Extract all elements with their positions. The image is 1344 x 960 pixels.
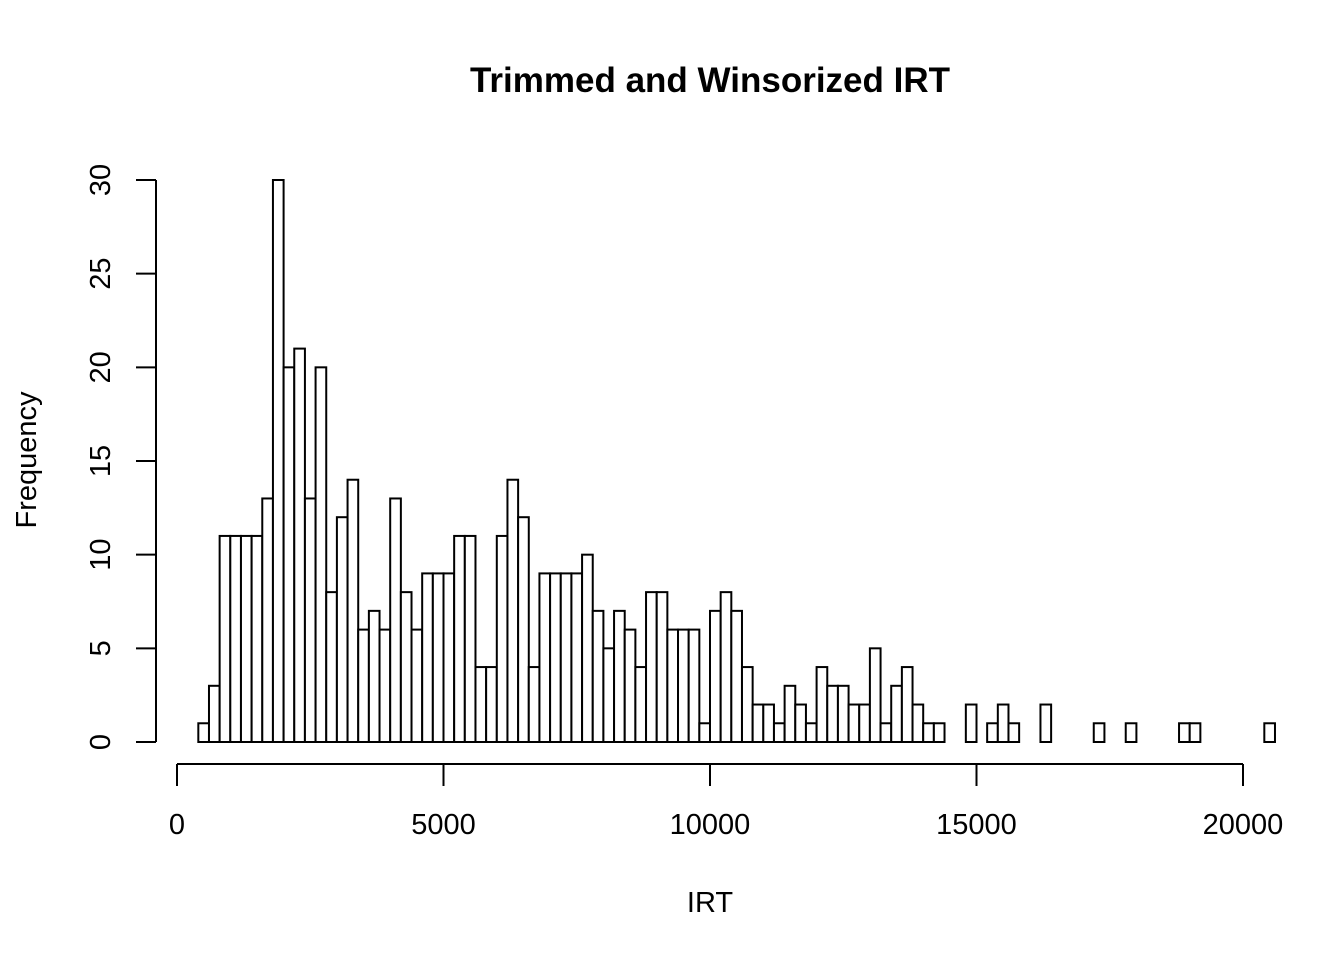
histogram-bar [357,628,370,743]
histogram-bar [1039,703,1053,743]
histogram-bar [900,666,914,743]
histogram-bar [911,703,925,743]
histogram-bar [346,478,360,743]
histogram-bar [591,609,605,743]
histogram-bar [506,478,520,743]
histogram-bar [986,722,999,743]
y-tick-label: 30 [85,164,117,196]
y-tick-label: 0 [85,734,117,750]
histogram-bar [517,516,530,744]
histogram-bar [836,684,850,743]
x-tick-label: 15000 [936,809,1017,841]
histogram-bar [485,666,498,743]
histogram-bar [463,534,477,744]
y-tick-label: 25 [85,258,117,290]
histogram-bar [740,666,754,743]
histogram-bar [890,684,903,743]
histogram-bar [282,366,296,743]
histogram-bar [410,628,424,743]
histogram-bar [1124,722,1138,743]
histogram-bar [250,534,264,744]
y-axis: 0 5 10 15 20 25 30 [85,164,157,750]
histogram-bar [570,572,584,744]
histogram-bar [581,553,594,744]
x-tick-label: 20000 [1203,809,1284,841]
histogram-bar [762,703,775,743]
histogram-bar [964,703,978,743]
y-tick-label: 15 [85,445,117,477]
histogram-bar [623,628,637,743]
chart-title: Trimmed and Winsorized IRT [470,61,950,100]
histogram-bar [666,628,680,743]
histogram-bar [389,497,402,744]
histogram-bar [1178,722,1191,743]
histogram-bar [815,666,829,743]
x-axis: 0 5000 10000 15000 20000 [169,763,1284,841]
histogram-bar [549,572,562,744]
y-tick-label: 20 [85,351,117,383]
histogram-bar [421,572,434,744]
histogram-bar [218,534,232,744]
y-axis-label: Frequency [11,391,43,529]
histogram-bar [197,722,210,743]
histogram-bar [698,722,712,743]
histogram-bar [399,591,413,744]
histogram-bar [474,666,488,743]
histogram-bar [879,722,893,743]
x-tick-label: 0 [169,809,185,841]
histogram-bar [1007,722,1021,743]
histogram-bar [645,591,658,744]
histogram-bar [271,179,285,743]
histogram-bar [634,666,648,743]
histogram-bar [431,572,445,744]
histogram-bar [229,534,242,744]
histogram-bar [858,703,871,743]
histogram-bar [730,609,743,743]
histogram-bar [655,591,669,744]
histogram-bar [527,666,541,743]
histogram-bar [207,684,221,743]
histogram-bar [794,703,807,743]
histogram-bar [303,497,317,744]
histogram-bar [559,572,573,744]
histogram-bar [495,534,509,744]
x-tick-label: 5000 [411,809,476,841]
histogram-bar [709,609,722,743]
histogram-bar [719,591,733,744]
histogram-bar [1263,722,1276,743]
histogram-bar [325,591,338,744]
histogram-bar [1092,722,1106,743]
bars-group [197,179,1276,744]
histogram-bar [804,722,818,743]
histogram-bar [335,516,349,744]
histogram-bar [826,684,839,743]
histogram-bar [772,722,786,743]
x-tick-label: 10000 [670,809,751,841]
histogram-bar [677,628,690,743]
histogram-bar [687,628,701,743]
histogram-bar [314,366,328,743]
histogram-bar [367,609,381,743]
histogram-bar [868,647,882,743]
histogram-bar [538,572,552,744]
histogram-bar [239,534,253,744]
histogram-bar [453,534,466,744]
histogram-bar [1188,722,1202,743]
histogram-bar [922,722,935,743]
histogram-bar [613,609,626,743]
x-axis-label: IRT [687,887,733,919]
histogram-bar [847,703,861,743]
histogram-bar [442,572,456,744]
y-tick-label: 10 [85,539,117,571]
histogram-bar [996,703,1010,743]
histogram-bar [378,628,392,743]
histogram-bar [783,684,797,743]
histogram-bar [602,647,616,743]
histogram-bar [751,703,765,743]
histogram-bar [261,497,274,744]
y-tick-label: 5 [85,640,117,656]
histogram-bar [932,722,946,743]
histogram-bar [293,347,306,743]
